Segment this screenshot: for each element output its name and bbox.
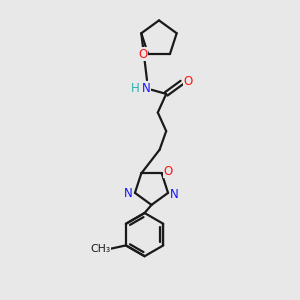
Text: N: N — [124, 187, 133, 200]
Text: O: O — [183, 75, 192, 88]
Text: O: O — [138, 47, 147, 61]
Text: O: O — [164, 164, 173, 178]
Text: N: N — [170, 188, 179, 201]
Text: N: N — [142, 82, 151, 95]
Text: H: H — [130, 82, 140, 95]
Text: CH₃: CH₃ — [90, 244, 110, 254]
